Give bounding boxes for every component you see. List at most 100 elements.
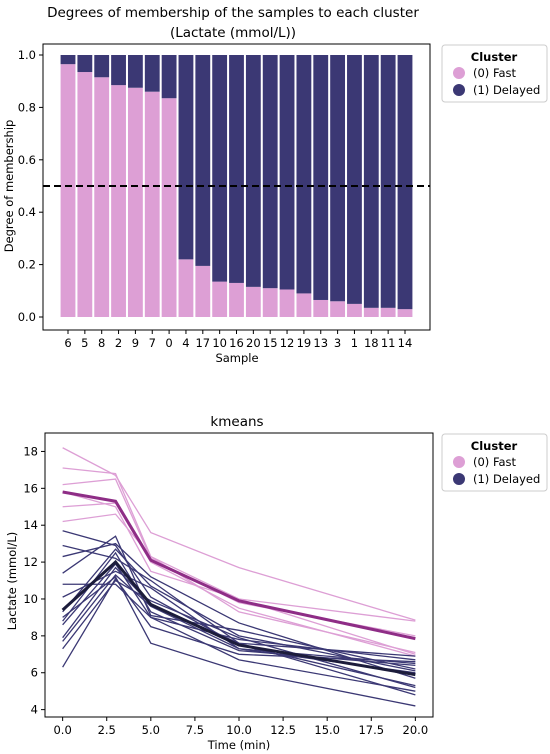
chart2-xtick-label: 12.5 <box>270 723 296 737</box>
chart2-xtick-label: 20.0 <box>403 723 429 737</box>
chart2-xlabel: Time (min) <box>207 738 270 752</box>
bar-delayed-7 <box>144 55 160 92</box>
chart1-y-axis: 0.0 0.2 0.4 0.6 0.8 1.0 <box>18 48 43 324</box>
chart1-legend-title: Cluster <box>471 50 518 64</box>
chart1-ylabel: Degree of membership <box>2 120 16 253</box>
chart2-ylabel: Lactate (mmol/L) <box>5 532 19 630</box>
chart1-xtick-label: 9 <box>132 336 139 350</box>
bar-fast-14 <box>397 309 413 317</box>
membership-chart: Degrees of membership of the samples to … <box>2 5 548 365</box>
bar-fast-19 <box>296 293 312 317</box>
chart1-xtick-label: 15 <box>263 336 278 350</box>
chart2-ytick-label: 14 <box>23 518 38 532</box>
chart2-plot-frame <box>44 432 434 718</box>
chart1-xtick-label: 14 <box>398 336 413 350</box>
chart1-xtick-label: 12 <box>280 336 295 350</box>
chart1-xtick-label: 4 <box>182 336 189 350</box>
bar-delayed-5 <box>77 55 93 73</box>
chart1-xtick-label: 19 <box>297 336 312 350</box>
fast-centroid-line <box>62 490 416 641</box>
bar-fast-2 <box>111 85 126 317</box>
bar-fast-20 <box>245 286 261 317</box>
bar-delayed-1 <box>347 55 362 304</box>
bar-delayed-6 <box>60 55 76 65</box>
chart1-xlabel: Sample <box>215 351 258 365</box>
chart1-legend-marker-delayed <box>453 84 465 96</box>
bar-delayed-20 <box>245 55 261 287</box>
chart1-xtick-label: 10 <box>212 336 227 350</box>
delayed-sample-line <box>62 530 416 687</box>
chart2-legend-box <box>441 433 548 492</box>
chart1-ytick-label: 0.0 <box>18 310 36 324</box>
chart1-xtick-label: 3 <box>334 336 341 350</box>
chart1-plot-frame <box>42 43 431 331</box>
bar-delayed-15 <box>262 55 278 289</box>
delayed-sample-line <box>62 566 416 696</box>
chart1-subtitle: (Lactate (mmol/L)) <box>170 25 296 41</box>
bar-delayed-0 <box>161 55 177 99</box>
chart1-ytick-label: 0.6 <box>18 153 36 167</box>
bar-delayed-14 <box>397 55 413 310</box>
bar-delayed-8 <box>94 55 110 78</box>
chart1-legend-marker-fast <box>453 67 465 79</box>
bar-delayed-16 <box>229 55 244 283</box>
bar-fast-17 <box>195 265 211 317</box>
delayed-sample-line <box>62 577 416 668</box>
chart2-legend-label-delayed: (1) Delayed <box>473 472 540 486</box>
chart2-xtick-label: 2.5 <box>98 723 116 737</box>
bar-delayed-17 <box>195 55 211 266</box>
bar-fast-8 <box>94 77 110 318</box>
chart1-xtick-label: 8 <box>98 336 105 350</box>
chart1-xtick-label: 16 <box>229 336 244 350</box>
chart2-ytick-label: 18 <box>23 444 38 458</box>
bar-delayed-12 <box>279 55 295 290</box>
fast-sample-line <box>62 447 416 621</box>
chart1-bars <box>60 55 413 318</box>
bar-fast-13 <box>313 299 329 317</box>
chart2-legend: Cluster (0) Fast (1) Delayed <box>441 433 548 492</box>
chart2-legend-title: Cluster <box>471 439 518 453</box>
chart2-ytick-label: 12 <box>23 555 38 569</box>
chart1-xtick-label: 13 <box>313 336 328 350</box>
bar-fast-4 <box>178 259 194 317</box>
chart1-legend-label-fast: (0) Fast <box>473 66 517 80</box>
fast-sample-line <box>62 513 416 654</box>
bar-fast-5 <box>77 72 93 317</box>
chart2-y-axis: 4 6 8 10 12 14 16 18 <box>23 444 45 717</box>
fast-sample-line <box>62 467 416 622</box>
chart1-xtick-label: 20 <box>246 336 261 350</box>
chart2-legend-marker-fast <box>453 456 465 468</box>
chart2-x-axis: 0.0 2.5 5.0 7.5 10.0 12.5 15.0 17.5 20.0 <box>53 717 428 737</box>
chart2-xtick-label: 7.5 <box>186 723 204 737</box>
chart1-ytick-label: 0.2 <box>18 258 36 272</box>
bar-fast-0 <box>161 98 177 317</box>
chart2-legend-marker-delayed <box>453 473 465 485</box>
bar-fast-12 <box>279 289 295 317</box>
chart1-xtick-label: 6 <box>64 336 71 350</box>
bar-fast-7 <box>144 91 160 318</box>
chart2-xtick-label: 0.0 <box>53 723 71 737</box>
chart2-xtick-label: 15.0 <box>314 723 340 737</box>
bar-fast-1 <box>347 303 362 317</box>
bar-delayed-3 <box>330 55 346 302</box>
bar-fast-3 <box>330 301 346 317</box>
delayed-sample-line <box>62 562 416 692</box>
chart2-ytick-label: 10 <box>23 592 38 606</box>
bar-delayed-11 <box>380 55 396 308</box>
chart1-ytick-label: 0.8 <box>18 100 36 114</box>
chart1-xtick-label: 1 <box>351 336 358 350</box>
chart2-ytick-label: 6 <box>31 666 38 680</box>
chart1-ytick-label: 0.4 <box>18 205 36 219</box>
bar-delayed-10 <box>212 55 228 282</box>
bar-delayed-2 <box>111 55 126 86</box>
delayed-sample-line <box>62 535 416 670</box>
chart2-lines <box>61 447 416 707</box>
chart1-xtick-label: 18 <box>364 336 379 350</box>
chart2-title: kmeans <box>210 414 263 430</box>
chart1-xtick-label: 11 <box>381 336 396 350</box>
chart1-xtick-label: 7 <box>149 336 156 350</box>
bar-fast-16 <box>229 282 244 317</box>
chart2-xtick-label: 5.0 <box>142 723 160 737</box>
chart1-legend: Cluster (0) Fast (1) Delayed <box>441 44 548 103</box>
delayed-sample-line <box>62 548 416 672</box>
